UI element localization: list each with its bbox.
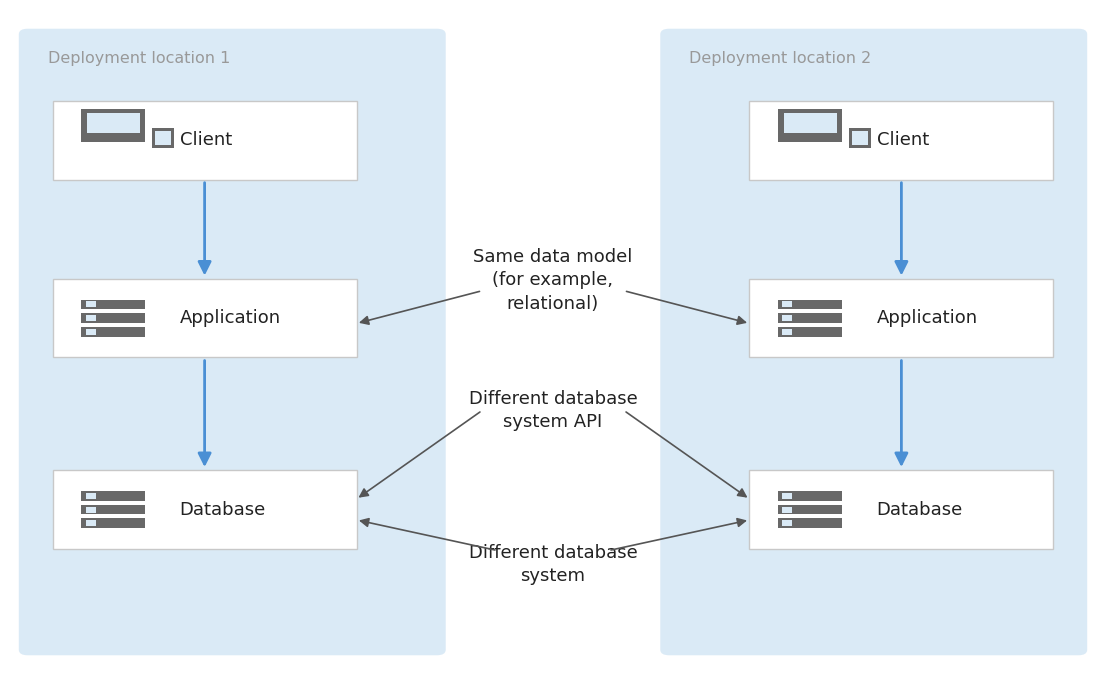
FancyBboxPatch shape	[81, 505, 145, 514]
FancyBboxPatch shape	[81, 313, 145, 323]
FancyBboxPatch shape	[779, 327, 843, 337]
FancyBboxPatch shape	[783, 520, 792, 527]
Text: Database: Database	[179, 501, 265, 518]
FancyBboxPatch shape	[85, 506, 95, 513]
FancyBboxPatch shape	[85, 492, 95, 499]
FancyBboxPatch shape	[853, 131, 867, 145]
Text: Application: Application	[179, 309, 281, 327]
FancyBboxPatch shape	[81, 491, 145, 501]
FancyBboxPatch shape	[81, 327, 145, 337]
FancyBboxPatch shape	[783, 113, 837, 133]
Text: Application: Application	[876, 309, 978, 327]
Text: Database: Database	[876, 501, 962, 518]
FancyBboxPatch shape	[85, 329, 95, 335]
FancyBboxPatch shape	[52, 279, 356, 357]
Text: Client: Client	[179, 131, 232, 149]
FancyBboxPatch shape	[81, 518, 145, 528]
FancyBboxPatch shape	[749, 279, 1053, 357]
FancyBboxPatch shape	[85, 315, 95, 321]
Text: Client: Client	[876, 131, 929, 149]
FancyBboxPatch shape	[779, 491, 843, 501]
FancyBboxPatch shape	[85, 301, 95, 307]
FancyBboxPatch shape	[779, 313, 843, 323]
FancyBboxPatch shape	[783, 301, 792, 307]
FancyBboxPatch shape	[783, 506, 792, 513]
FancyBboxPatch shape	[81, 137, 145, 142]
FancyBboxPatch shape	[19, 29, 446, 655]
FancyBboxPatch shape	[783, 329, 792, 335]
FancyBboxPatch shape	[779, 137, 843, 142]
Text: Same data model
(for example,
relational): Same data model (for example, relational…	[473, 248, 633, 313]
Text: Different database
system API: Different database system API	[469, 390, 637, 431]
FancyBboxPatch shape	[81, 300, 145, 309]
FancyBboxPatch shape	[86, 113, 139, 133]
FancyBboxPatch shape	[52, 471, 356, 549]
FancyBboxPatch shape	[779, 109, 843, 137]
Text: Deployment location 1: Deployment location 1	[48, 51, 230, 66]
Text: Different database
system: Different database system	[469, 544, 637, 585]
FancyBboxPatch shape	[660, 29, 1087, 655]
FancyBboxPatch shape	[779, 300, 843, 309]
FancyBboxPatch shape	[155, 131, 170, 145]
FancyBboxPatch shape	[81, 109, 145, 137]
FancyBboxPatch shape	[85, 520, 95, 527]
Text: Deployment location 2: Deployment location 2	[689, 51, 872, 66]
FancyBboxPatch shape	[52, 101, 356, 179]
FancyBboxPatch shape	[849, 128, 872, 148]
FancyBboxPatch shape	[749, 471, 1053, 549]
FancyBboxPatch shape	[779, 505, 843, 514]
FancyBboxPatch shape	[783, 315, 792, 321]
FancyBboxPatch shape	[152, 128, 174, 148]
FancyBboxPatch shape	[749, 101, 1053, 179]
FancyBboxPatch shape	[779, 518, 843, 528]
FancyBboxPatch shape	[783, 492, 792, 499]
